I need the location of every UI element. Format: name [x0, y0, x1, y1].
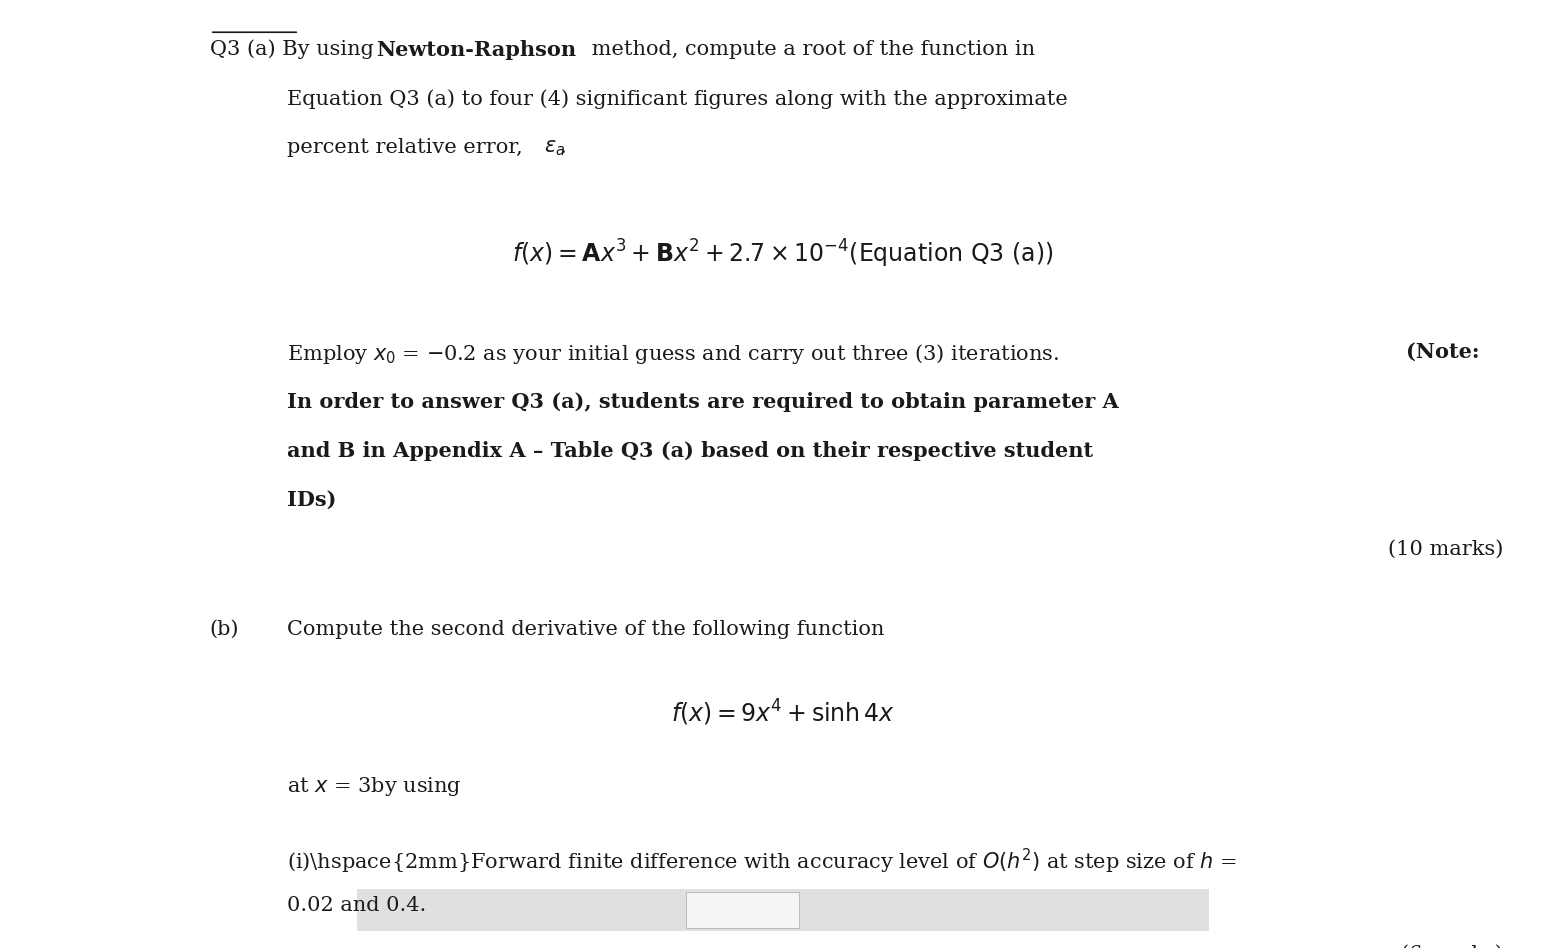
Text: at $x$ = 3by using: at $x$ = 3by using: [287, 775, 462, 798]
Text: .: .: [561, 138, 567, 157]
Text: and B in Appendix A – Table Q3 (a) based on their respective student: and B in Appendix A – Table Q3 (a) based…: [287, 441, 1093, 461]
Text: (b): (b): [210, 620, 240, 639]
Text: percent relative error,: percent relative error,: [287, 138, 529, 157]
Text: Equation Q3 (a) to four (4) significant figures along with the approximate: Equation Q3 (a) to four (4) significant …: [287, 89, 1068, 109]
Text: (i)\hspace{2mm}Forward finite difference with accuracy level of $O(h^2)$ at step: (i)\hspace{2mm}Forward finite difference…: [287, 847, 1236, 876]
Text: 0.02 and 0.4.: 0.02 and 0.4.: [287, 896, 426, 915]
Text: Newton-Raphson: Newton-Raphson: [377, 40, 576, 60]
Text: $f(x) = \mathbf{A}x^3 + \mathbf{B}x^2 + 2.7 \times 10^{-4}(\mathrm{Equation\ Q3\: $f(x) = \mathbf{A}x^3 + \mathbf{B}x^2 + …: [512, 238, 1054, 270]
Text: method, compute a root of the function in: method, compute a root of the function i…: [586, 40, 1035, 59]
Text: (6 marks): (6 marks): [1402, 945, 1503, 948]
Text: In order to answer Q3 (a), students are required to obtain parameter A: In order to answer Q3 (a), students are …: [287, 392, 1118, 411]
Text: (10 marks): (10 marks): [1387, 539, 1503, 558]
Bar: [357, 889, 1209, 931]
Text: IDs): IDs): [287, 490, 337, 510]
Text: Employ $x_0$ = −0.2 as your initial guess and carry out three (3) iterations.: Employ $x_0$ = −0.2 as your initial gues…: [287, 342, 1060, 366]
Bar: [686, 892, 799, 928]
Text: (Note:: (Note:: [1406, 342, 1480, 362]
Text: Compute the second derivative of the following function: Compute the second derivative of the fol…: [287, 620, 883, 639]
Text: $\varepsilon_a$: $\varepsilon_a$: [545, 138, 565, 158]
Text: $f(x) = 9x^4 + \sinh 4x$: $f(x) = 9x^4 + \sinh 4x$: [670, 698, 896, 728]
Text: Q3 (a) By using: Q3 (a) By using: [210, 40, 381, 60]
